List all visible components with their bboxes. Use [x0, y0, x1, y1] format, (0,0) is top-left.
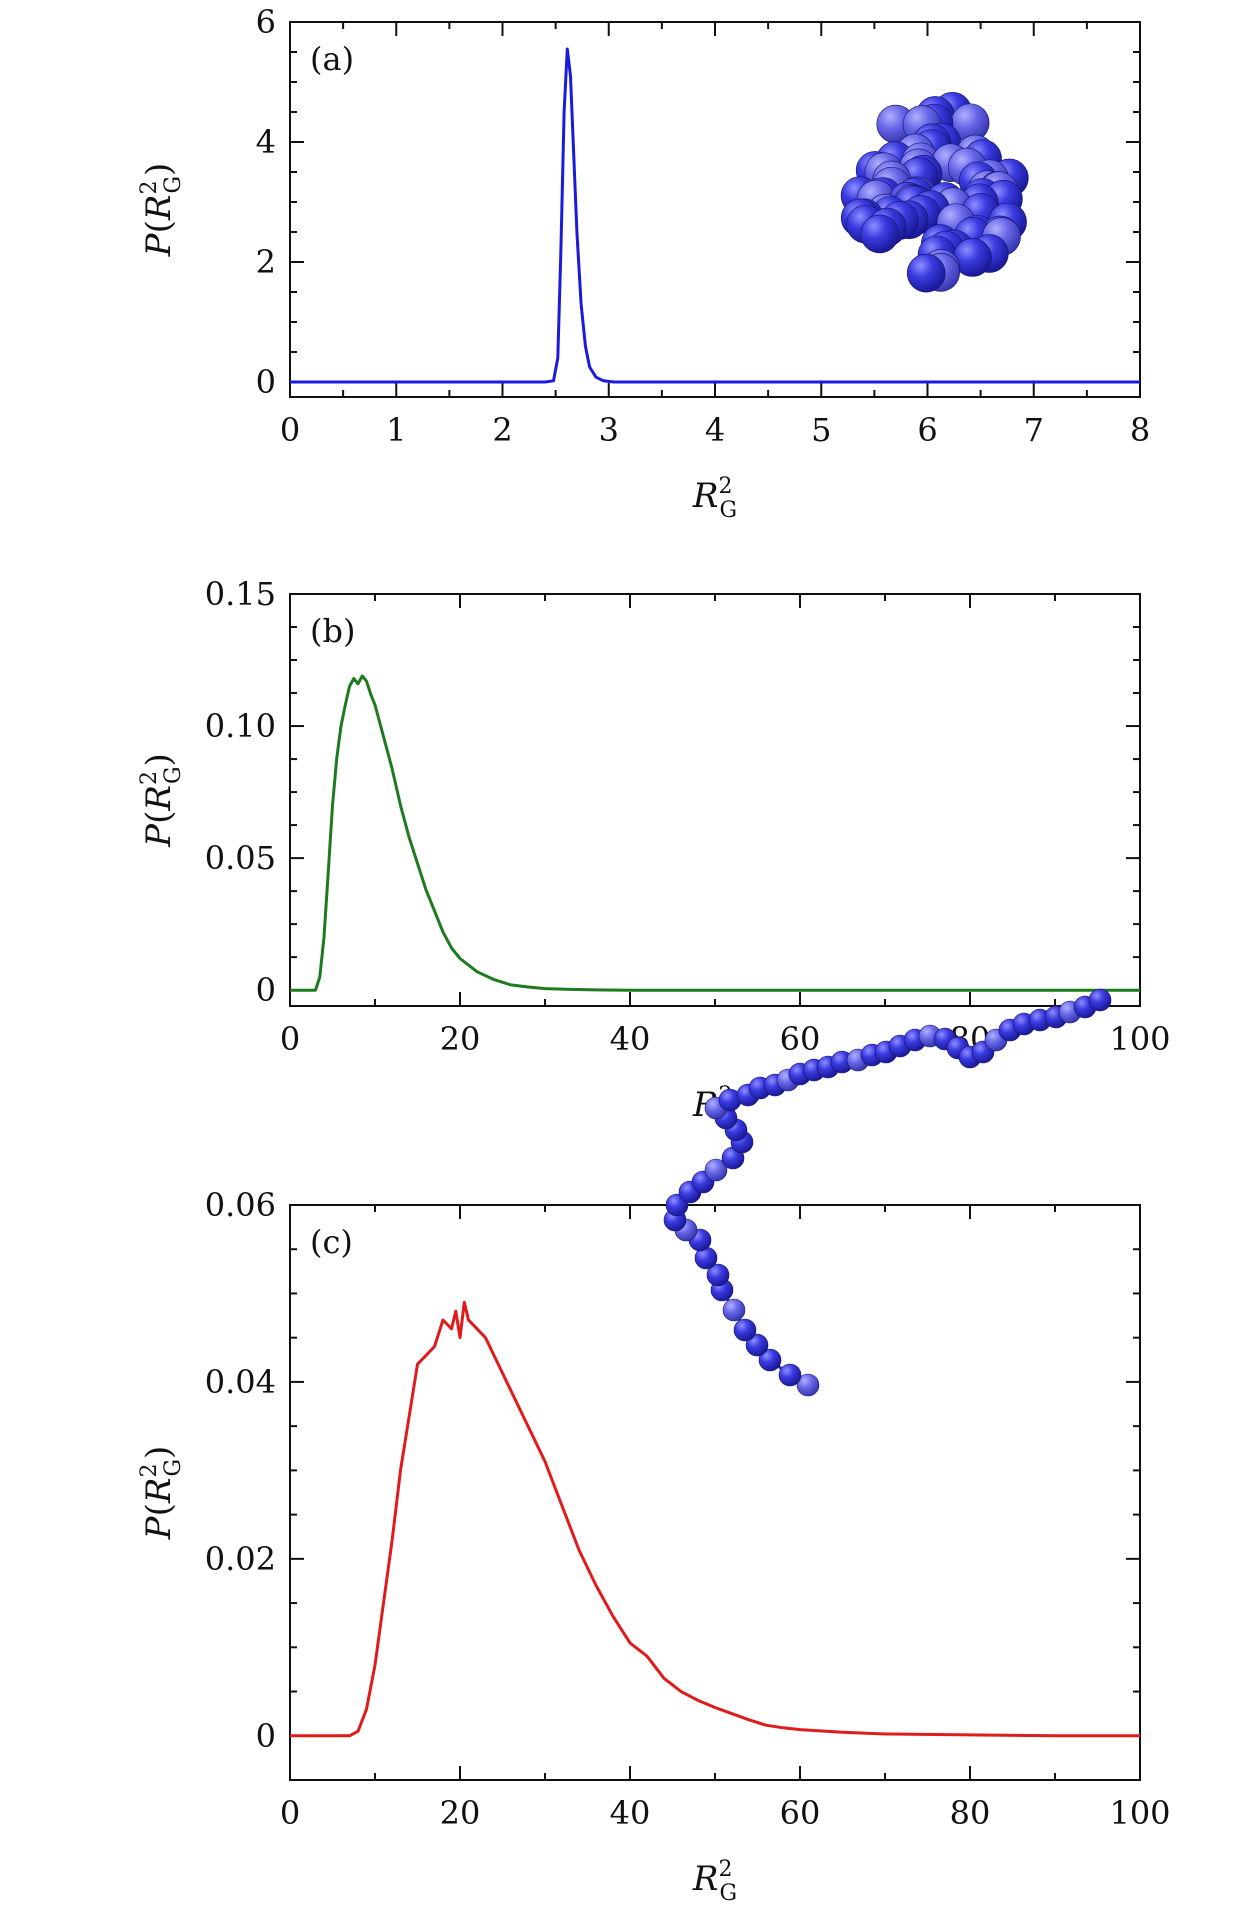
y-tick-label: 0.15 [205, 575, 276, 613]
bead [706, 1263, 730, 1287]
panel-1: 0 1 2 3 4 5 6 7 8 0 2 4 6 (a) R2 G P(R2G) [137, 3, 1150, 523]
bead [860, 214, 899, 254]
bead [796, 1373, 820, 1397]
x-tick-label: 7 [1024, 411, 1044, 449]
y-tick-label: 0 [256, 971, 276, 1009]
x-tick-label: 80 [950, 1794, 991, 1832]
x-tick-label: 3 [599, 411, 619, 449]
x-tick-label: 40 [610, 1794, 651, 1832]
bead [745, 1333, 769, 1357]
bead [1088, 988, 1112, 1012]
bead [906, 253, 946, 293]
x-tick-label: 100 [1109, 1794, 1170, 1832]
bead [778, 1363, 802, 1387]
x-tick-label: 0 [280, 1020, 300, 1058]
y-tick-label: 0.06 [205, 1186, 276, 1224]
y-tick-label: 0 [256, 363, 276, 401]
bead [758, 1348, 782, 1372]
x-tick-label: 60 [780, 1794, 821, 1832]
x-tick-label: 60 [780, 1020, 821, 1058]
x-tick-label: 40 [610, 1020, 651, 1058]
y-axis-label: P(R2G) [137, 753, 186, 848]
globule-inset [840, 91, 1029, 293]
y-tick-label: 0.10 [205, 707, 276, 745]
panel-label: (b) [310, 612, 355, 650]
chain-inset [663, 988, 1112, 1397]
bead [722, 1298, 746, 1322]
x-tick-label: 100 [1109, 1020, 1170, 1058]
y-axis-label: P(R2G) [137, 163, 186, 258]
x-tick-label: 5 [811, 411, 831, 449]
x-tick-label: 1 [386, 411, 406, 449]
y-tick-label: 0.02 [205, 1540, 276, 1578]
y-tick-label: 4 [256, 123, 276, 161]
x-tick-label: 2 [492, 411, 512, 449]
x-tick-label: 0 [280, 411, 300, 449]
bead [704, 1158, 728, 1182]
x-tick-label: 20 [440, 1020, 481, 1058]
bead [733, 1318, 757, 1342]
x-tick-label: 8 [1130, 411, 1150, 449]
series-line-1 [290, 1300, 1140, 1738]
y-tick-label: 6 [256, 3, 276, 41]
y-tick-label: 0.04 [205, 1363, 276, 1401]
x-tick-label: 6 [917, 411, 937, 449]
series-line-1 [290, 674, 1140, 992]
y-axis-label: P(R2G) [137, 1446, 186, 1541]
y-tick-label: 0 [256, 1717, 276, 1755]
x-tick-label: 20 [440, 1794, 481, 1832]
x-tick-label: 4 [705, 411, 725, 449]
plot-frame [289, 593, 1141, 1007]
x-tick-label: 0 [280, 1794, 300, 1832]
panel-3: 0 20 40 60 80 100 0 0.02 0.04 0.06 (c) R2 G P(R2G) [137, 1186, 1171, 1906]
panel-label: (c) [310, 1223, 353, 1261]
y-tick-label: 0.05 [205, 839, 276, 877]
panel-label: (a) [310, 40, 354, 78]
series-line-1 [290, 47, 1140, 384]
y-tick-label: 2 [256, 243, 276, 281]
